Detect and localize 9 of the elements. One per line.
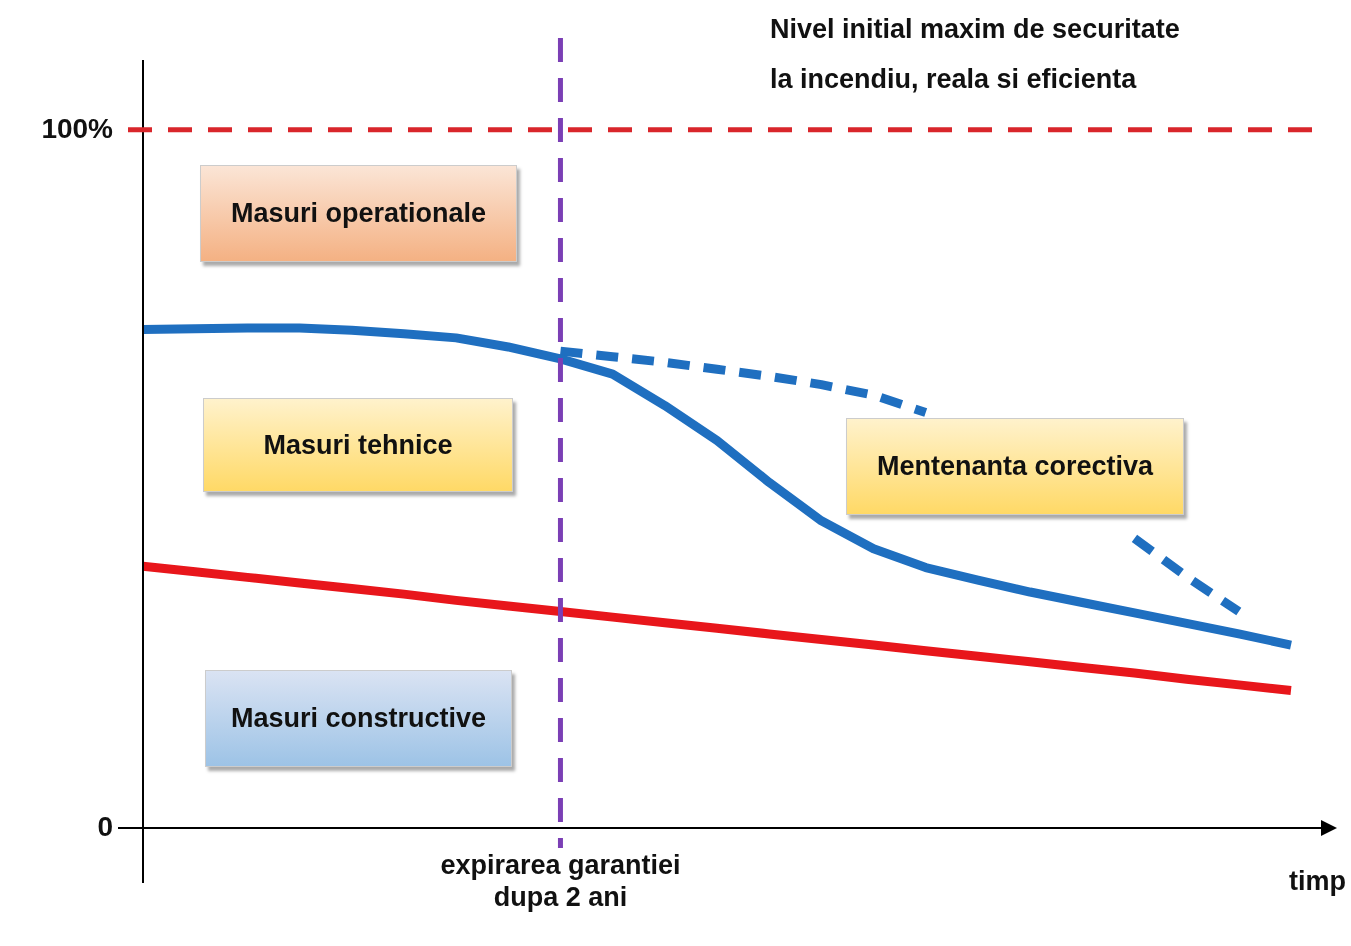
label-box: Masuri constructive (205, 670, 512, 767)
x-axis-title: timp (1289, 866, 1346, 896)
ref-line-label: Nivel initial maxim de securitate la incendiu, reala si eficienta (770, 14, 1180, 94)
label-box: Mentenanta corectiva (846, 418, 1184, 515)
y-tick-label: 100% (41, 112, 114, 144)
label-box: Masuri operationale (200, 165, 517, 262)
x-tick-label: expirarea garantiei dupa 2 ani (440, 849, 681, 913)
label-box: Masuri tehnice (203, 398, 513, 492)
y-tick-label: 0 (97, 810, 113, 842)
